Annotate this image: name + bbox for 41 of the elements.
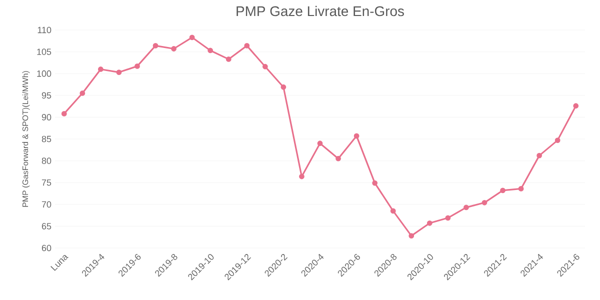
point xyxy=(336,156,341,162)
point xyxy=(500,188,506,194)
y-tick-label: 75 xyxy=(42,179,52,186)
y-tick-label: 70 xyxy=(42,201,52,208)
y-tick-label: 60 xyxy=(42,244,52,252)
point xyxy=(61,111,67,116)
point xyxy=(390,208,396,214)
point xyxy=(208,48,214,54)
y-tick-label: 95 xyxy=(42,92,52,99)
point xyxy=(445,215,451,221)
y-tick-label: 90 xyxy=(42,114,52,120)
point xyxy=(573,103,579,109)
point xyxy=(554,138,560,144)
y-tick-label: 105 xyxy=(37,48,52,55)
y-tick-label: 65 xyxy=(42,223,52,230)
point xyxy=(80,90,86,96)
point xyxy=(152,43,158,48)
point xyxy=(408,233,414,238)
point xyxy=(244,43,250,48)
point xyxy=(299,174,304,180)
point xyxy=(372,180,378,186)
point xyxy=(189,34,195,40)
point xyxy=(354,133,360,139)
y-tick-label: 100 xyxy=(37,70,52,77)
point xyxy=(134,63,140,69)
point xyxy=(280,84,286,90)
point xyxy=(98,66,104,72)
point xyxy=(226,56,232,62)
point xyxy=(536,152,542,158)
chart-title: PMP Gaze Livrate En-Gros xyxy=(236,6,404,16)
y-tick-label: 80 xyxy=(42,158,52,164)
point xyxy=(262,64,268,70)
y-tick-label: 110 xyxy=(38,26,52,34)
y-tick-label: 85 xyxy=(42,136,52,142)
point xyxy=(317,140,323,146)
point xyxy=(518,186,524,192)
point xyxy=(171,46,176,52)
point xyxy=(116,70,122,75)
point xyxy=(464,204,469,210)
point xyxy=(482,200,488,206)
point xyxy=(426,220,432,226)
